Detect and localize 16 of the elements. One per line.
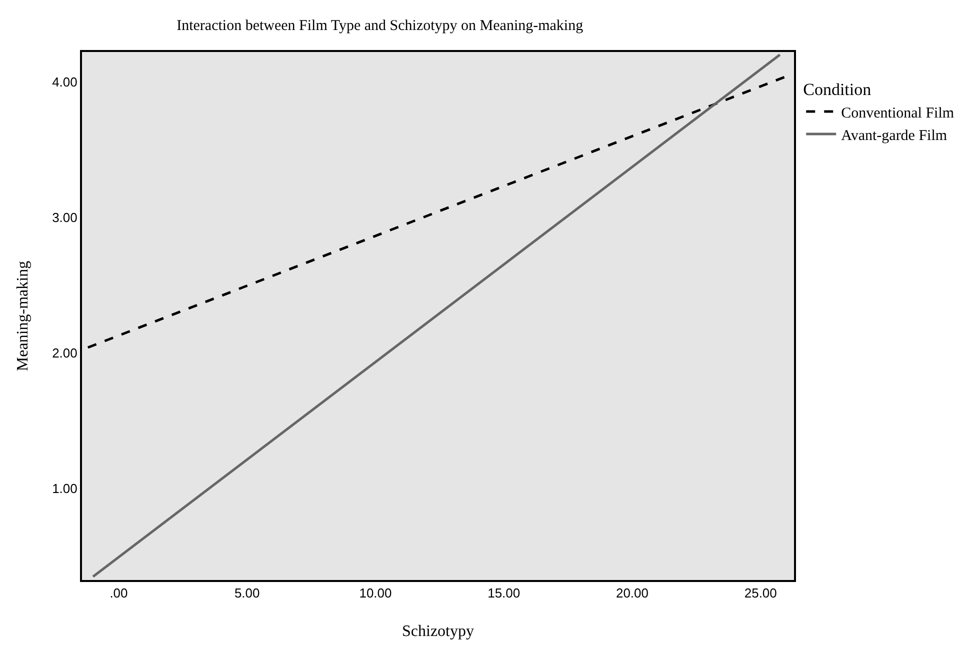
x-tick-label: 25.00 — [744, 586, 777, 601]
y-tick-label: 3.00 — [52, 210, 78, 225]
y-tick-label: 4.00 — [52, 74, 78, 90]
y-axis-title: Meaning-making — [14, 260, 32, 372]
y-tick-label: 2.00 — [52, 345, 78, 360]
x-axis-title: Schizotypy — [402, 622, 474, 640]
chart-title: Interaction between Film Type and Schizotypy on Meaning-making — [176, 18, 584, 34]
legend-title: Condition — [803, 80, 872, 100]
x-tick-label: 20.00 — [616, 586, 649, 601]
x-tick-label: .00 — [110, 586, 128, 601]
legend-label: Conventional Film — [841, 105, 954, 122]
x-tick-label: 15.00 — [488, 586, 520, 601]
y-tick-label: 1.00 — [52, 481, 78, 496]
x-tick-label: 10.00 — [359, 586, 392, 601]
x-tick-label: 5.00 — [234, 586, 260, 601]
legend-label: Avant-garde Film — [841, 128, 948, 144]
